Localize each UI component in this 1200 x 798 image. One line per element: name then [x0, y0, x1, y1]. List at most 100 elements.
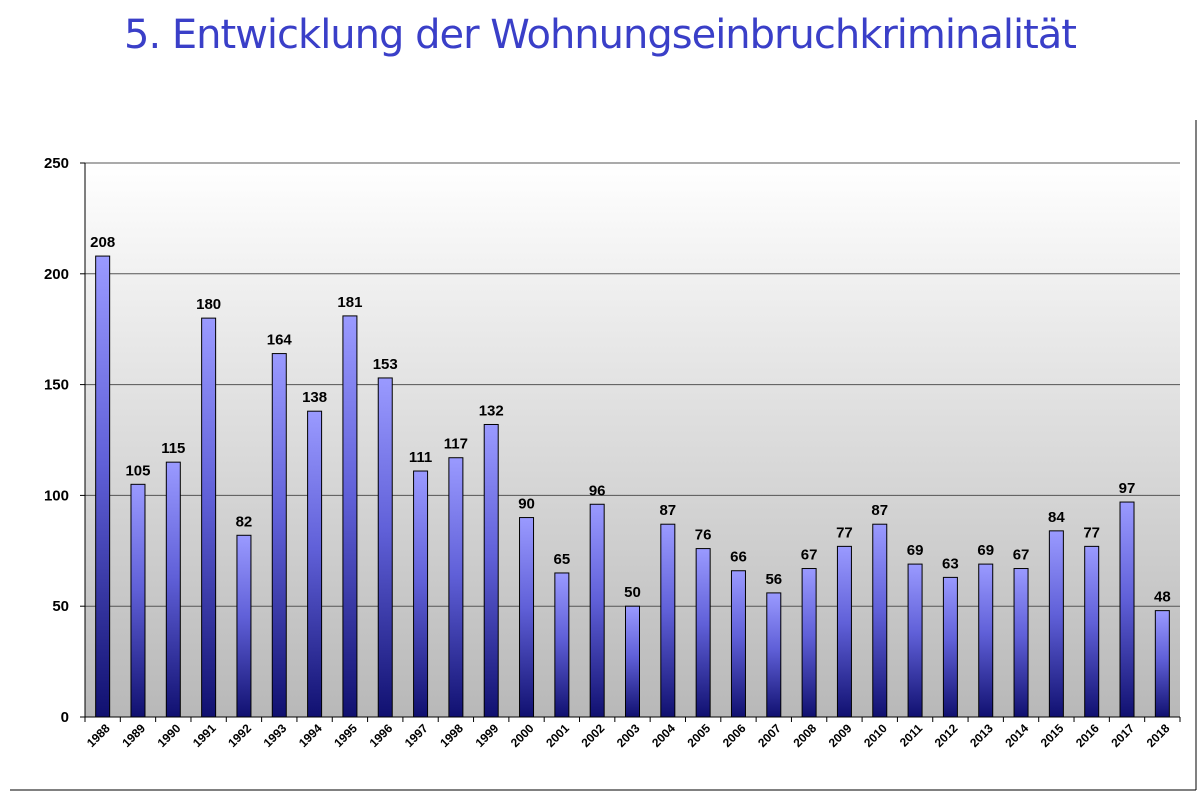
data-label: 67: [801, 547, 818, 564]
bar: [201, 317, 217, 718]
bar: [1013, 568, 1029, 718]
bar: [1119, 501, 1135, 718]
bar: [165, 461, 181, 718]
bar: [625, 605, 640, 718]
x-tick-label: 2008: [790, 721, 819, 750]
data-label: 132: [479, 402, 504, 419]
data-label: 77: [836, 524, 853, 541]
bar: [695, 548, 711, 718]
bar: [978, 563, 994, 718]
x-tick-label: 2015: [1038, 721, 1067, 750]
data-label: 48: [1154, 589, 1171, 606]
axes: [80, 162, 1181, 722]
data-label: 69: [977, 542, 994, 559]
x-tick-label: 2018: [1144, 721, 1173, 750]
x-tick-label: 1994: [296, 721, 325, 750]
data-label: 50: [624, 584, 641, 601]
data-label: 76: [695, 527, 712, 544]
bar: [483, 423, 499, 718]
data-label: 153: [373, 356, 398, 373]
data-label: 87: [659, 502, 676, 519]
x-tick-label: 1990: [155, 721, 184, 750]
bar: [766, 592, 782, 718]
bar: [907, 563, 923, 718]
data-label: 84: [1048, 509, 1065, 526]
data-label: 117: [444, 436, 468, 453]
bar: [1084, 545, 1100, 718]
bar: [942, 576, 958, 718]
data-label: 96: [589, 482, 606, 499]
x-tick-label: 2012: [932, 721, 961, 750]
bar: [307, 410, 323, 718]
x-tick-label: 1988: [84, 721, 113, 750]
data-label: 208: [90, 234, 115, 251]
data-label: 111: [409, 449, 432, 466]
data-label: 138: [302, 389, 327, 406]
x-tick-label: 2005: [684, 721, 713, 750]
bar: [413, 470, 429, 718]
x-tick-label: 1992: [225, 721, 254, 750]
data-label: 65: [554, 551, 571, 568]
x-tick-label: 2001: [543, 721, 572, 750]
bar: [1154, 610, 1170, 718]
data-label: 67: [1013, 547, 1030, 564]
y-tick-label: 250: [44, 155, 69, 172]
x-tick-label: 1995: [331, 721, 360, 750]
x-tick-label: 1997: [402, 721, 431, 750]
data-label: 69: [907, 542, 924, 559]
data-label: 77: [1083, 524, 1100, 541]
data-label: 115: [161, 440, 185, 457]
y-tick-label: 200: [44, 266, 69, 283]
data-label: 97: [1119, 480, 1136, 497]
x-tick-label: 2007: [755, 721, 784, 750]
x-tick-label: 2006: [720, 721, 749, 750]
x-tick-label: 2013: [967, 721, 996, 750]
bar: [730, 570, 746, 718]
y-tick-label: 100: [44, 487, 69, 504]
bar: [95, 255, 111, 718]
data-label: 66: [730, 549, 747, 566]
data-label: 105: [125, 462, 150, 479]
x-tick-label: 2004: [649, 721, 678, 750]
x-tick-label: 2011: [897, 721, 926, 750]
x-tick-label: 1998: [437, 721, 466, 750]
y-tick-label: 0: [61, 709, 69, 726]
bar: [1048, 530, 1064, 718]
bar: [660, 523, 676, 718]
bar: [377, 377, 393, 718]
data-label: 87: [871, 502, 888, 519]
bar: [836, 545, 852, 718]
x-tick-label: 2017: [1108, 721, 1137, 750]
bar: [130, 483, 146, 718]
bar: [872, 523, 888, 718]
bar: [589, 503, 605, 718]
x-tick-label: 1993: [261, 721, 290, 750]
x-tick-label: 2000: [508, 721, 537, 750]
page-title: 5. Entwicklung der Wohnungseinbruchkrimi…: [124, 12, 1077, 58]
x-tick-label: 1999: [473, 721, 502, 750]
data-label: 180: [196, 296, 221, 313]
x-tick-label: 1991: [190, 721, 219, 750]
x-tick-label: 1989: [119, 721, 148, 750]
x-tick-label: 1996: [367, 721, 396, 750]
bar: [554, 572, 570, 718]
y-tick-label: 50: [52, 598, 69, 615]
x-tick-label: 2002: [579, 721, 608, 750]
x-tick-label: 2003: [614, 721, 643, 750]
bar: [236, 534, 252, 718]
data-label: 90: [518, 496, 535, 513]
bar: [801, 568, 817, 718]
x-tick-label: 2010: [861, 721, 890, 750]
data-label: 63: [942, 555, 959, 572]
bar: [271, 353, 287, 718]
bar: [342, 315, 358, 718]
data-label: 164: [267, 332, 293, 349]
x-tick-label: 2016: [1073, 721, 1102, 750]
x-tick-label: 2009: [826, 721, 855, 750]
data-label: 82: [236, 513, 253, 530]
y-tick-label: 150: [44, 377, 69, 394]
data-label: 181: [337, 294, 362, 311]
data-label: 56: [765, 571, 782, 588]
bar: [519, 517, 535, 718]
